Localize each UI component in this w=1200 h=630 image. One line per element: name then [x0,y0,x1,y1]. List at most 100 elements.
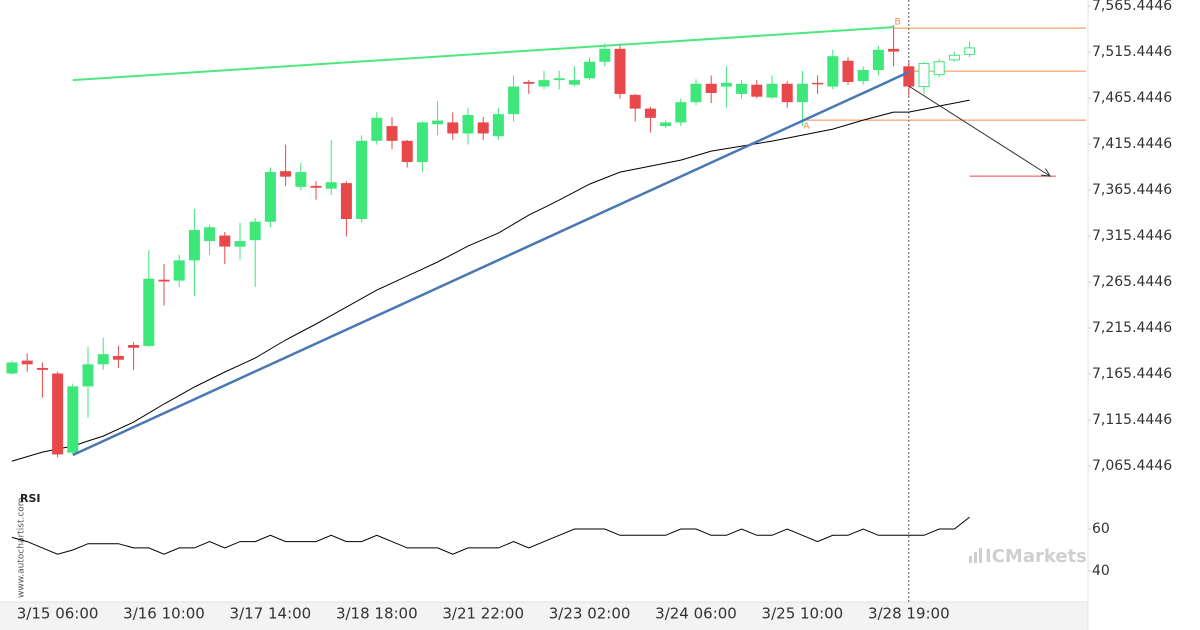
candle-body [492,114,504,137]
candle-body [660,122,672,127]
y-tick-label: 7,265.4446 [1092,274,1172,290]
resistance-line [72,26,894,82]
candle-body [280,171,292,177]
candle-body [97,354,109,365]
y-tick-label: 7,215.4446 [1092,320,1172,336]
y-tick-label: 7,465.4446 [1092,90,1172,106]
candle-body [249,221,261,241]
candle-body [766,83,778,98]
x-tick-label: 3/18 18:00 [336,605,418,623]
y-tick-label: 7,565.4446 [1092,0,1172,14]
candle-body [401,140,413,162]
candle-body [508,86,520,115]
candle-body [872,49,884,70]
candle-body [827,56,839,87]
candle-body [264,172,276,222]
candle-body [112,356,124,360]
logo-bar [974,552,977,563]
candle-body [340,183,352,219]
x-tick-label: 3/15 06:00 [17,605,99,623]
candle-body [812,82,824,85]
rsi-tick-label: 40 [1092,563,1110,579]
x-tick-label: 3/23 02:00 [549,605,631,623]
x-tick-label: 3/25 10:00 [762,605,844,623]
candle-body [356,140,368,219]
rsi-line [11,516,970,555]
candle-body [690,83,702,103]
candle-body [295,172,307,187]
y-tick-label: 7,115.4446 [1092,412,1172,428]
candle-body [188,230,200,261]
candle-body [903,66,915,87]
candle-body [82,364,94,387]
candle-body [234,241,246,247]
candle-body [842,60,854,82]
forecast-body [918,63,930,88]
candle-body [629,94,641,109]
point-label: B [895,18,901,28]
x-tick-label: 3/24 06:00 [655,605,737,623]
brand-logo [969,548,982,563]
candle-body [568,80,580,85]
candle-body [796,83,808,103]
watermark-url: www.autochartist.com [17,497,27,598]
candle-body [173,260,185,281]
candle-body [705,83,717,93]
candle-body [599,48,611,62]
candle-body [523,81,535,84]
logo-bar [969,556,972,563]
rsi-tick-label: 60 [1092,521,1110,537]
x-axis-band [0,602,1088,630]
y-tick-label: 7,365.4446 [1092,182,1172,198]
candle-body [462,115,474,134]
x-tick-label: 3/17 14:00 [230,605,312,623]
forecast-arrow [908,85,1051,177]
candle-body [888,48,900,52]
y-tick-label: 7,165.4446 [1092,366,1172,382]
x-tick-label: 3/21 22:00 [442,605,524,623]
candle-body [386,126,398,141]
candle-body [52,373,64,455]
candle-body [675,102,687,123]
candle-body [219,235,231,247]
y-tick-label: 7,315.4446 [1092,228,1172,244]
y-tick-label: 7,415.4446 [1092,136,1172,152]
candle-body [416,122,428,162]
candle-body [781,83,793,103]
candle-body [447,122,459,134]
candle-body [36,367,48,370]
logo-bar [979,548,982,563]
candle-body [477,122,489,134]
candle-body [158,279,170,282]
candle-body [751,84,763,97]
candle-body [6,362,18,374]
watermark-brand: ICMarkets [985,546,1087,567]
candle-body [67,386,79,453]
candle-body [325,182,337,189]
rsi-label: RSI [20,492,41,505]
x-tick-label: 3/16 10:00 [123,605,205,623]
candle-body [584,61,596,79]
candle-body [143,278,155,346]
candle-body [736,83,748,94]
y-tick-label: 7,515.4446 [1092,44,1172,60]
support-line [72,70,910,457]
forecast-body [964,47,976,55]
candle-body [614,48,626,94]
y-tick-label: 7,065.4446 [1092,458,1172,474]
candle-body [21,360,33,365]
candle-body [644,108,656,118]
candle-body [857,69,869,82]
moving-average [11,99,970,462]
candle-body [432,120,444,125]
forecast-body [933,61,945,76]
x-tick-label: 3/28 19:00 [868,605,950,623]
candle-body [204,227,216,242]
forecast-body [948,54,960,61]
candle-body [538,80,550,87]
candle-body [720,82,732,87]
candle-body [128,345,140,348]
